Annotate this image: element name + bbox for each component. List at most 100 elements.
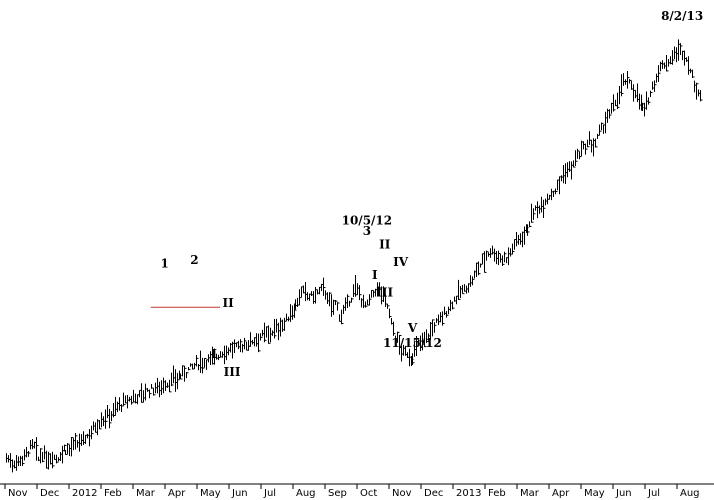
ohlc-bar xyxy=(347,294,350,309)
ohlc-bar xyxy=(480,263,483,268)
ohlc-bar xyxy=(577,148,580,159)
ohlc-bar xyxy=(42,451,45,463)
ohlc-bar xyxy=(264,322,267,343)
x-axis-label: Feb xyxy=(104,488,122,499)
ohlc-bar xyxy=(359,285,362,301)
ohlc-bar xyxy=(299,289,302,306)
ohlc-bar xyxy=(498,250,501,266)
ohlc-bar xyxy=(75,433,78,450)
ohlc-bar xyxy=(22,455,25,466)
ohlc-bar xyxy=(585,143,588,155)
wave-annotation: II xyxy=(379,237,391,251)
ohlc-bar xyxy=(648,97,651,105)
ohlc-bar xyxy=(393,321,396,336)
ohlc-bar xyxy=(446,311,449,318)
ohlc-bar xyxy=(442,311,445,326)
x-axis-label: Nov xyxy=(8,488,28,499)
ohlc-bar xyxy=(250,332,253,347)
ohlc-bar xyxy=(502,255,505,266)
ohlc-bar xyxy=(153,388,156,396)
ohlc-bar xyxy=(188,367,191,371)
ohlc-bar xyxy=(452,301,455,310)
ohlc-bar xyxy=(64,444,67,452)
ohlc-bar xyxy=(56,454,59,464)
ohlc-bar xyxy=(472,276,475,286)
ohlc-bar xyxy=(700,90,703,102)
ohlc-bar xyxy=(424,331,427,348)
ohlc-bar xyxy=(284,317,287,331)
ohlc-bar xyxy=(412,353,415,366)
ohlc-bar xyxy=(369,294,372,306)
ohlc-bar xyxy=(192,363,195,370)
ohlc-bar xyxy=(171,372,174,387)
x-axis-label: Dec xyxy=(40,488,59,499)
ohlc-bar xyxy=(180,373,183,380)
ohlc-bar xyxy=(587,139,590,148)
x-axis-ticks xyxy=(4,484,678,489)
x-axis-label: Jul xyxy=(263,488,276,499)
x-axis-label: Nov xyxy=(392,488,412,499)
ohlc-bar xyxy=(109,408,112,429)
wave-annotation: 10/5/12 xyxy=(342,214,393,228)
ohlc-bar xyxy=(533,208,536,220)
x-axis-label: Jun xyxy=(231,488,248,499)
x-axis-label: Mar xyxy=(136,488,156,499)
ohlc-bar xyxy=(458,279,461,300)
ohlc-bar xyxy=(462,284,465,295)
x-axis-label: Dec xyxy=(424,488,443,499)
ohlc-bar xyxy=(629,79,632,84)
ohlc-bar xyxy=(36,437,39,461)
ohlc-bar xyxy=(240,339,243,353)
wave-annotation: 1 xyxy=(160,257,168,271)
ohlc-bar xyxy=(40,448,43,464)
x-axis-label: May xyxy=(200,488,221,499)
x-axis-label: Feb xyxy=(488,488,506,499)
ohlc-bar xyxy=(294,303,297,318)
ohlc-bar xyxy=(397,331,400,343)
ohlc-bar xyxy=(658,65,661,82)
x-axis-label: Apr xyxy=(168,488,186,499)
ohlc-bar xyxy=(341,309,344,325)
wave-annotation: 8/2/13 xyxy=(661,9,703,23)
ohlc-bar xyxy=(351,297,354,303)
ohlc-bar xyxy=(218,354,221,361)
wave-annotation: 11/15/12 xyxy=(383,336,442,350)
ohlc-bar xyxy=(258,333,261,353)
x-axis-label: Aug xyxy=(680,488,700,499)
ohlc-bar xyxy=(696,82,699,100)
ohlc-bar xyxy=(274,319,277,339)
ohlc-bar xyxy=(680,43,683,56)
ohlc-bar xyxy=(268,325,271,344)
x-axis-label: Mar xyxy=(520,488,540,499)
wave-annotation: 2 xyxy=(190,253,198,267)
ohlc-bar xyxy=(478,261,481,276)
x-axis-label: May xyxy=(584,488,605,499)
ohlc-bar xyxy=(579,151,582,160)
ohlc-bar xyxy=(65,450,68,456)
ohlc-bar xyxy=(244,337,247,350)
wave-annotation: IV xyxy=(393,255,409,269)
x-axis-label: Jul xyxy=(647,488,660,499)
ohlc-bar xyxy=(52,451,55,469)
wave-annotation: III xyxy=(224,365,241,379)
ohlc-bar xyxy=(575,150,578,167)
ohlc-bar xyxy=(486,250,489,261)
ohlc-bar xyxy=(315,286,318,304)
ohlc-bar xyxy=(666,55,669,72)
ohlc-bar xyxy=(202,357,205,374)
ohlc-bar xyxy=(609,109,612,119)
ohlc-bar xyxy=(131,395,134,405)
ohlc-bar xyxy=(151,383,154,389)
ohlc-bar xyxy=(484,251,487,273)
x-axis-label: Apr xyxy=(552,488,570,499)
wave-annotation: 3 xyxy=(363,224,371,238)
ohlc-bar xyxy=(650,90,653,97)
ohlc-bar xyxy=(504,251,507,263)
ohlc-bar xyxy=(323,277,326,296)
ohlc-bar xyxy=(71,436,74,457)
wave-annotation: I xyxy=(372,268,378,282)
ohlc-bar xyxy=(177,372,180,390)
ohlc-bar xyxy=(169,379,172,393)
ohlc-bar xyxy=(67,443,70,455)
